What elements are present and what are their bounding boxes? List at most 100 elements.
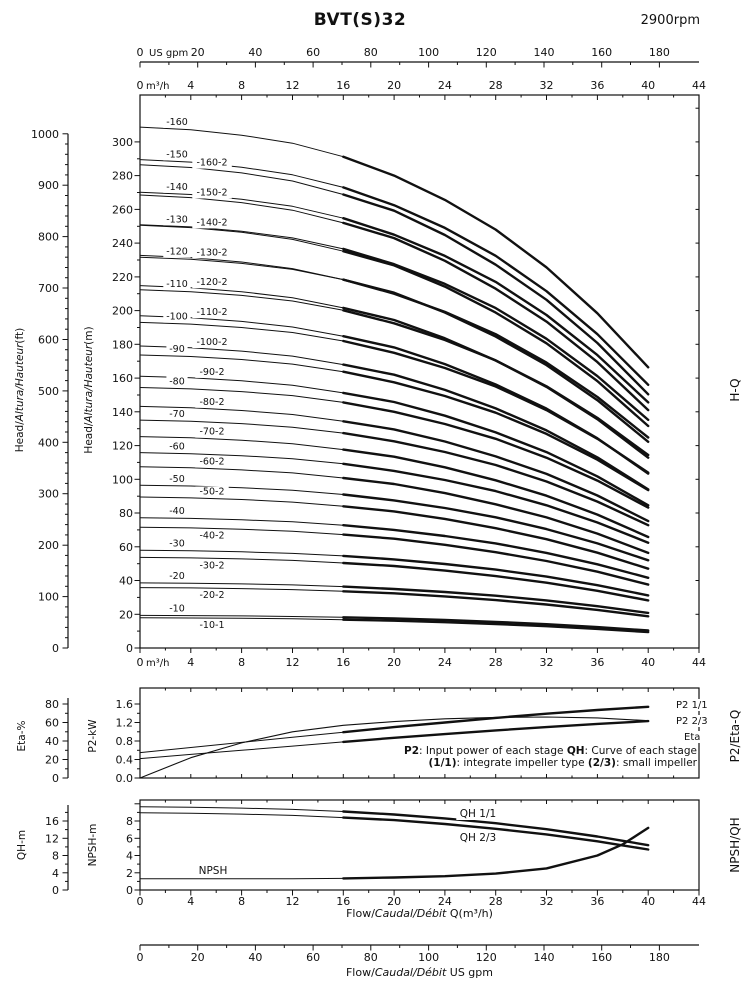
curve-label--140-2: -140-2 [196,217,227,228]
m3h-mid-tick-0: 0 [137,656,144,669]
x-axis-caption-gpm: Flow/Caudal/Débit US gpm [345,966,493,979]
m3h-bot-tick-32: 32 [540,895,554,908]
hq-curve--60 [139,452,344,465]
p2-tick-1.2: 1.2 [116,717,134,730]
m-tick-200: 200 [112,305,133,318]
npsh-tick-8: 8 [126,815,133,828]
m3h-bot-tick-20: 20 [387,895,401,908]
gpm-bot-tick-180: 180 [649,951,670,964]
hq-curve--120-2 [342,306,650,459]
hq-curve--20-2 [139,587,344,592]
ft-tick-900: 900 [38,179,59,192]
hq-curve--110 [139,289,344,311]
hq-curve--70 [342,431,650,527]
m3h-top-tick-0: 0 [137,79,144,92]
curve-qh-11 [342,810,650,847]
curve-label--160-2: -160-2 [196,158,227,169]
ft-tick-800: 800 [38,231,59,244]
hq-curve--60-2 [342,476,650,555]
curve-label--150: -150 [166,149,188,160]
hq-curve--130 [139,224,344,250]
axis-label-eta-pct: Eta-% [16,720,28,752]
hq-curve--20 [139,582,344,588]
curve-npsh [342,826,650,880]
label-qh-11: QH 1/1 [460,808,496,820]
m3h-mid-tick-36: 36 [590,656,604,669]
top-gpm-axis: 0 20 40 60 80 100 120 140 160 180 US gpm [137,46,699,68]
axis-label-npsh-m: NPSH-m [87,823,99,867]
gpm-top-tick-140: 140 [534,46,555,59]
curve-label--20-2: -20-2 [200,590,225,601]
m3h-bot-tick-28: 28 [489,895,503,908]
curve-p2-11 [342,705,650,734]
gpm-bot-tick-160: 160 [591,951,612,964]
hq-curve--130 [342,247,650,422]
curve-label--140: -140 [166,182,188,193]
hq-curve--10 [139,614,344,618]
curve-eta [139,716,649,779]
curve-label--70: -70 [169,409,185,420]
hq-curve--120 [342,278,650,439]
hq-curve--70 [139,419,344,434]
curve-p2-23 [342,719,650,744]
hq-curve--10 [342,616,650,632]
hq-curve--50-2 [139,496,344,507]
hq-curve--90 [342,370,650,492]
m3h-top-tick-44: 44 [692,79,706,92]
m3h-top-tick-20: 20 [387,79,401,92]
page-title: BVT(S)32 [313,10,407,30]
hq-curve--50 [342,493,650,562]
p2-tick-0.8: 0.8 [116,735,134,748]
hq-curve--140-2 [139,224,344,252]
m3h-unit-mid: m³/h [146,658,169,669]
p2-eta-chart: 0 20 40 60 80 0.0 0.4 0.8 1.2 1.6 P2 1/1 P2 2/3 Eta [45,687,716,785]
m-tick-300: 300 [112,136,133,149]
gpm-bot-tick-0: 0 [137,951,144,964]
m3h-mid-tick-32: 32 [540,656,554,669]
m3h-bot-tick-44: 44 [692,895,706,908]
m3h-top-tick-28: 28 [489,79,503,92]
curve-label--40: -40 [169,506,185,517]
m3h-bot-tick-24: 24 [438,895,452,908]
curve-p2-23 [139,741,344,760]
gpm-bot-tick-140: 140 [534,951,555,964]
gpm-top-tick-120: 120 [476,46,497,59]
m3h-mid-tick-28: 28 [489,656,503,669]
hq-curve--90-2 [342,391,650,507]
axis-label-qh-m: QH-m [16,829,28,861]
m3h-mid-tick-4: 4 [187,656,194,669]
hq-curve--80 [342,401,650,509]
hq-curve--30 [139,549,344,557]
gpm-top-tick-160: 160 [591,46,612,59]
qh-tick-8: 8 [52,850,59,863]
hq-curve--80-2 [139,405,344,422]
m-tick-160: 160 [112,372,133,385]
hq-curve--120 [139,256,344,281]
gpm-bot-tick-40: 40 [248,951,262,964]
m3h-bot-tick-16: 16 [336,895,350,908]
hq-curve--40-2 [139,526,344,536]
eta-tick-40: 40 [45,735,59,748]
ft-tick-200: 200 [38,539,59,552]
hq-curve--150-2 [342,221,650,412]
curve-label--130-2: -130-2 [196,247,227,258]
series-label-Eta: Eta [684,732,700,743]
hq-curve--30-2 [139,556,344,564]
ft-tick-500: 500 [38,385,59,398]
x-axis-caption-m3h: Flow/Caudal/Débit Q(m³/h) [346,907,493,920]
hq-curve--10-1 [139,617,344,621]
curve-label--70-2: -70-2 [200,427,225,438]
gpm-top-tick-80: 80 [364,46,378,59]
eta-tick-0: 0 [52,772,59,785]
m3h-bot-tick-0: 0 [137,895,144,908]
m-tick-100: 100 [112,473,133,486]
hq-curve--100 [342,339,650,474]
m-tick-0: 0 [126,642,133,655]
hq-curve--70-2 [139,436,344,451]
series-label-P2 2/3: P2 2/3 [676,716,708,727]
curve-label--50-2: -50-2 [200,487,225,498]
ft-tick-400: 400 [38,436,59,449]
ft-tick-700: 700 [38,282,59,295]
m3h-bot-tick-12: 12 [286,895,300,908]
